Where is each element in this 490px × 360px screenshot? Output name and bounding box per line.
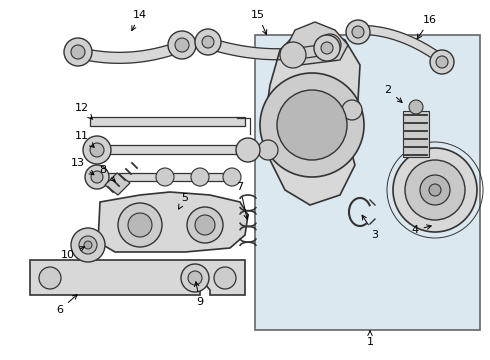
Text: 5: 5 <box>178 193 189 209</box>
Circle shape <box>128 213 152 237</box>
Polygon shape <box>74 40 187 63</box>
Circle shape <box>436 56 448 68</box>
Circle shape <box>346 20 370 44</box>
Text: 16: 16 <box>417 15 437 39</box>
Polygon shape <box>30 260 245 295</box>
Circle shape <box>156 168 174 186</box>
Circle shape <box>83 136 111 164</box>
Circle shape <box>195 29 221 55</box>
Circle shape <box>223 168 241 186</box>
Bar <box>90 117 245 126</box>
Circle shape <box>409 100 423 114</box>
Polygon shape <box>105 173 130 195</box>
Text: 12: 12 <box>75 103 93 119</box>
Text: 8: 8 <box>99 165 115 181</box>
Text: 6: 6 <box>56 294 77 315</box>
Text: 11: 11 <box>75 131 94 147</box>
Circle shape <box>191 168 209 186</box>
Polygon shape <box>203 37 331 60</box>
Text: 10: 10 <box>61 247 85 260</box>
Text: 7: 7 <box>237 182 248 219</box>
Text: 15: 15 <box>251 10 267 35</box>
Text: 2: 2 <box>385 85 402 103</box>
Circle shape <box>79 236 97 254</box>
Bar <box>90 145 255 154</box>
Text: 3: 3 <box>362 215 378 240</box>
Circle shape <box>175 38 189 52</box>
Circle shape <box>202 36 214 48</box>
Circle shape <box>393 148 477 232</box>
Circle shape <box>277 90 347 160</box>
Text: 9: 9 <box>195 282 203 307</box>
Circle shape <box>187 207 223 243</box>
Circle shape <box>342 100 362 120</box>
Circle shape <box>260 73 364 177</box>
Circle shape <box>188 271 202 285</box>
Circle shape <box>319 34 341 56</box>
Bar <box>403 111 429 157</box>
Circle shape <box>64 38 92 66</box>
Circle shape <box>39 267 61 289</box>
Polygon shape <box>265 30 360 205</box>
Circle shape <box>352 26 364 38</box>
Circle shape <box>321 42 333 54</box>
Circle shape <box>118 203 162 247</box>
Text: 1: 1 <box>367 331 373 347</box>
Circle shape <box>71 45 85 59</box>
Circle shape <box>429 184 441 196</box>
Text: 13: 13 <box>71 158 94 175</box>
Bar <box>90 173 238 181</box>
Circle shape <box>195 215 215 235</box>
Circle shape <box>405 160 465 220</box>
Circle shape <box>168 31 196 59</box>
Circle shape <box>91 171 103 183</box>
Circle shape <box>214 267 236 289</box>
Polygon shape <box>355 26 448 66</box>
Polygon shape <box>98 192 248 252</box>
Polygon shape <box>285 22 348 65</box>
Circle shape <box>84 241 92 249</box>
Circle shape <box>420 175 450 205</box>
Circle shape <box>280 42 306 68</box>
Circle shape <box>236 138 260 162</box>
Bar <box>255 35 480 330</box>
Circle shape <box>430 50 454 74</box>
Circle shape <box>258 140 278 160</box>
Text: 14: 14 <box>132 10 147 31</box>
Circle shape <box>181 264 209 292</box>
Circle shape <box>71 228 105 262</box>
Circle shape <box>314 35 340 61</box>
Circle shape <box>90 143 104 157</box>
Circle shape <box>85 165 109 189</box>
Text: 4: 4 <box>412 225 431 235</box>
